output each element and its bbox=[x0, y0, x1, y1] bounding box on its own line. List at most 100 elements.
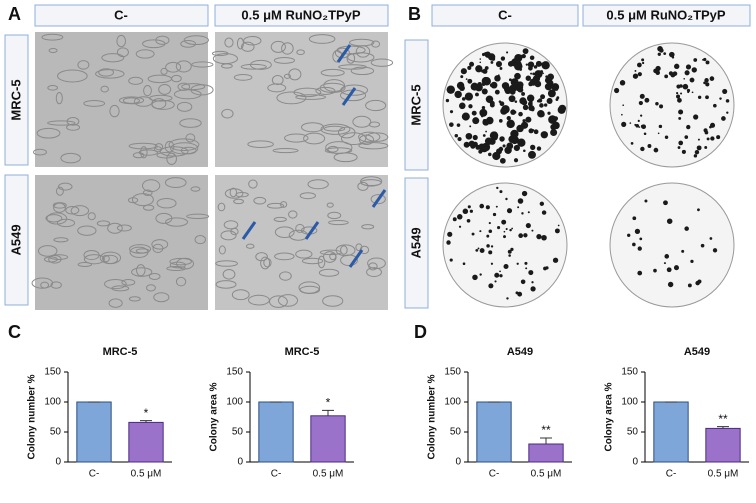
cell bbox=[308, 34, 336, 44]
colony bbox=[499, 274, 503, 278]
colony bbox=[484, 51, 487, 54]
bar bbox=[310, 415, 346, 463]
cell bbox=[293, 87, 322, 98]
colony bbox=[476, 66, 481, 71]
colony bbox=[619, 80, 626, 86]
colony bbox=[521, 99, 528, 106]
panel-label: A bbox=[8, 4, 21, 24]
colony bbox=[482, 134, 486, 137]
colony bbox=[509, 228, 512, 232]
y-tick-label: 50 bbox=[450, 427, 462, 438]
error-bar bbox=[322, 409, 334, 416]
colony bbox=[504, 87, 512, 95]
colony bbox=[664, 254, 670, 259]
colony bbox=[647, 144, 652, 148]
colony bbox=[478, 149, 483, 154]
colony bbox=[471, 110, 477, 116]
cell bbox=[323, 79, 346, 92]
cell bbox=[148, 272, 161, 280]
colony bbox=[637, 246, 642, 251]
colony bbox=[494, 75, 501, 82]
cell bbox=[154, 146, 162, 153]
colony bbox=[712, 248, 718, 253]
colony bbox=[634, 69, 637, 72]
row-label: A549 bbox=[408, 227, 423, 258]
cell bbox=[108, 298, 123, 308]
colony bbox=[659, 48, 664, 53]
cell bbox=[217, 202, 226, 212]
colony bbox=[703, 57, 707, 62]
cell bbox=[284, 133, 309, 143]
colony bbox=[640, 114, 643, 117]
colony bbox=[658, 124, 663, 129]
colony bbox=[540, 131, 549, 139]
arrow bbox=[304, 221, 320, 240]
y-tick-label: 100 bbox=[226, 397, 243, 408]
colony bbox=[677, 146, 681, 149]
colony bbox=[655, 101, 659, 106]
colony bbox=[525, 267, 528, 270]
panel-label: B bbox=[408, 4, 421, 24]
cell bbox=[131, 267, 153, 277]
colony bbox=[630, 142, 634, 145]
cell bbox=[340, 132, 367, 146]
colony bbox=[696, 145, 702, 151]
colony bbox=[516, 262, 519, 265]
colony bbox=[449, 258, 453, 262]
colony bbox=[678, 116, 682, 120]
colony bbox=[558, 104, 567, 113]
colony bbox=[521, 190, 528, 197]
colony bbox=[643, 132, 647, 136]
colony bbox=[541, 210, 547, 215]
cell bbox=[102, 254, 110, 263]
cell bbox=[143, 85, 152, 97]
cell bbox=[328, 219, 349, 226]
colony bbox=[520, 121, 529, 129]
colony bbox=[494, 272, 500, 278]
colony bbox=[621, 121, 627, 127]
colony bbox=[664, 135, 669, 139]
cell bbox=[249, 59, 272, 70]
cell bbox=[295, 249, 313, 259]
header: C- bbox=[114, 7, 128, 22]
colony bbox=[680, 92, 683, 95]
y-tick-label: 0 bbox=[455, 457, 461, 468]
cell bbox=[299, 192, 316, 200]
colony bbox=[502, 144, 506, 148]
x-tick-label: 0.5 μM bbox=[708, 469, 739, 480]
colony bbox=[510, 129, 519, 139]
colony bbox=[690, 259, 694, 264]
cell bbox=[47, 85, 59, 91]
colony bbox=[485, 95, 494, 104]
colony bbox=[479, 61, 482, 64]
colony bbox=[622, 104, 625, 107]
colony bbox=[678, 109, 684, 115]
y-tick-label: 150 bbox=[621, 367, 638, 378]
cell bbox=[315, 86, 336, 95]
colony bbox=[535, 60, 542, 67]
plate bbox=[442, 182, 568, 308]
colony bbox=[508, 254, 511, 257]
colony bbox=[556, 96, 560, 100]
cell bbox=[52, 202, 67, 209]
header-box bbox=[214, 4, 389, 27]
colony bbox=[676, 94, 681, 99]
cell bbox=[179, 118, 202, 128]
y-tick-label: 100 bbox=[621, 397, 638, 408]
colony bbox=[485, 130, 488, 133]
colony bbox=[470, 143, 476, 149]
cell bbox=[149, 94, 173, 102]
colony bbox=[705, 60, 710, 65]
chart-title: MRC-5 bbox=[103, 346, 138, 358]
cell bbox=[288, 68, 302, 81]
arrow bbox=[348, 249, 364, 268]
colony bbox=[495, 205, 498, 208]
colony bbox=[664, 74, 669, 79]
colony bbox=[702, 58, 705, 61]
colony bbox=[685, 64, 692, 70]
colony bbox=[705, 82, 710, 87]
colony bbox=[479, 203, 485, 209]
cell bbox=[135, 49, 155, 59]
colony bbox=[673, 265, 679, 271]
cell bbox=[295, 223, 305, 233]
